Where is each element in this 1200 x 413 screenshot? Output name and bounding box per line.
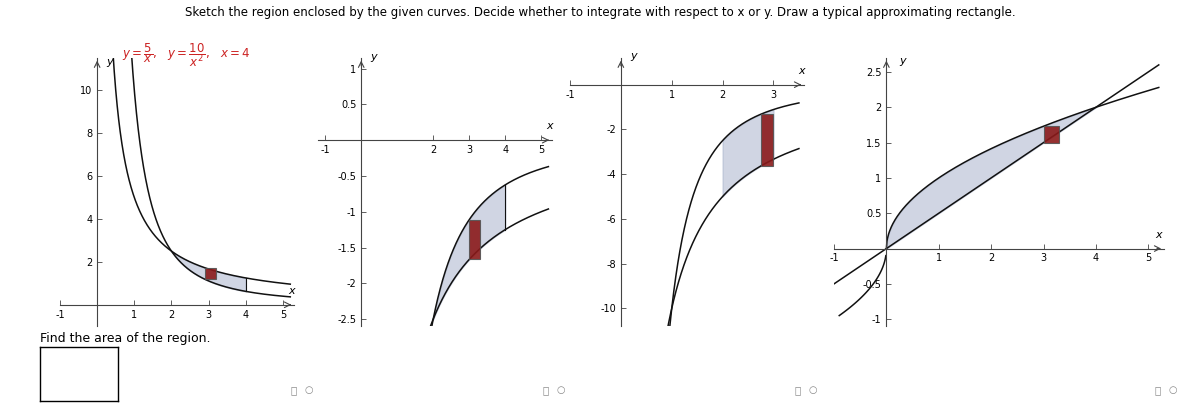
Text: ○: ○ — [1168, 385, 1177, 395]
Text: y: y — [106, 57, 113, 67]
Text: x: x — [1156, 230, 1163, 240]
Text: y: y — [630, 51, 637, 61]
Text: ⓘ: ⓘ — [542, 385, 550, 395]
Text: y: y — [370, 52, 377, 62]
Text: Sketch the region enclosed by the given curves. Decide whether to integrate with: Sketch the region enclosed by the given … — [185, 6, 1015, 19]
Bar — [1044, 126, 1060, 142]
Text: x: x — [798, 66, 805, 76]
Text: y: y — [899, 55, 906, 66]
Text: ○: ○ — [556, 385, 565, 395]
Text: x: x — [288, 286, 295, 296]
Text: ○: ○ — [808, 385, 817, 395]
Text: ⓘ: ⓘ — [290, 385, 298, 395]
Text: ○: ○ — [304, 385, 313, 395]
Bar — [469, 220, 480, 259]
Bar — [761, 114, 774, 166]
Text: ⓘ: ⓘ — [1154, 385, 1162, 395]
Text: x: x — [546, 121, 553, 131]
Bar — [205, 268, 216, 279]
Text: Find the area of the region.: Find the area of the region. — [40, 332, 210, 345]
Text: $y = \dfrac{5}{x}$,   $y = \dfrac{10}{x^2}$,   $x = 4$: $y = \dfrac{5}{x}$, $y = \dfrac{10}{x^2}… — [121, 41, 251, 69]
Text: ⓘ: ⓘ — [794, 385, 802, 395]
